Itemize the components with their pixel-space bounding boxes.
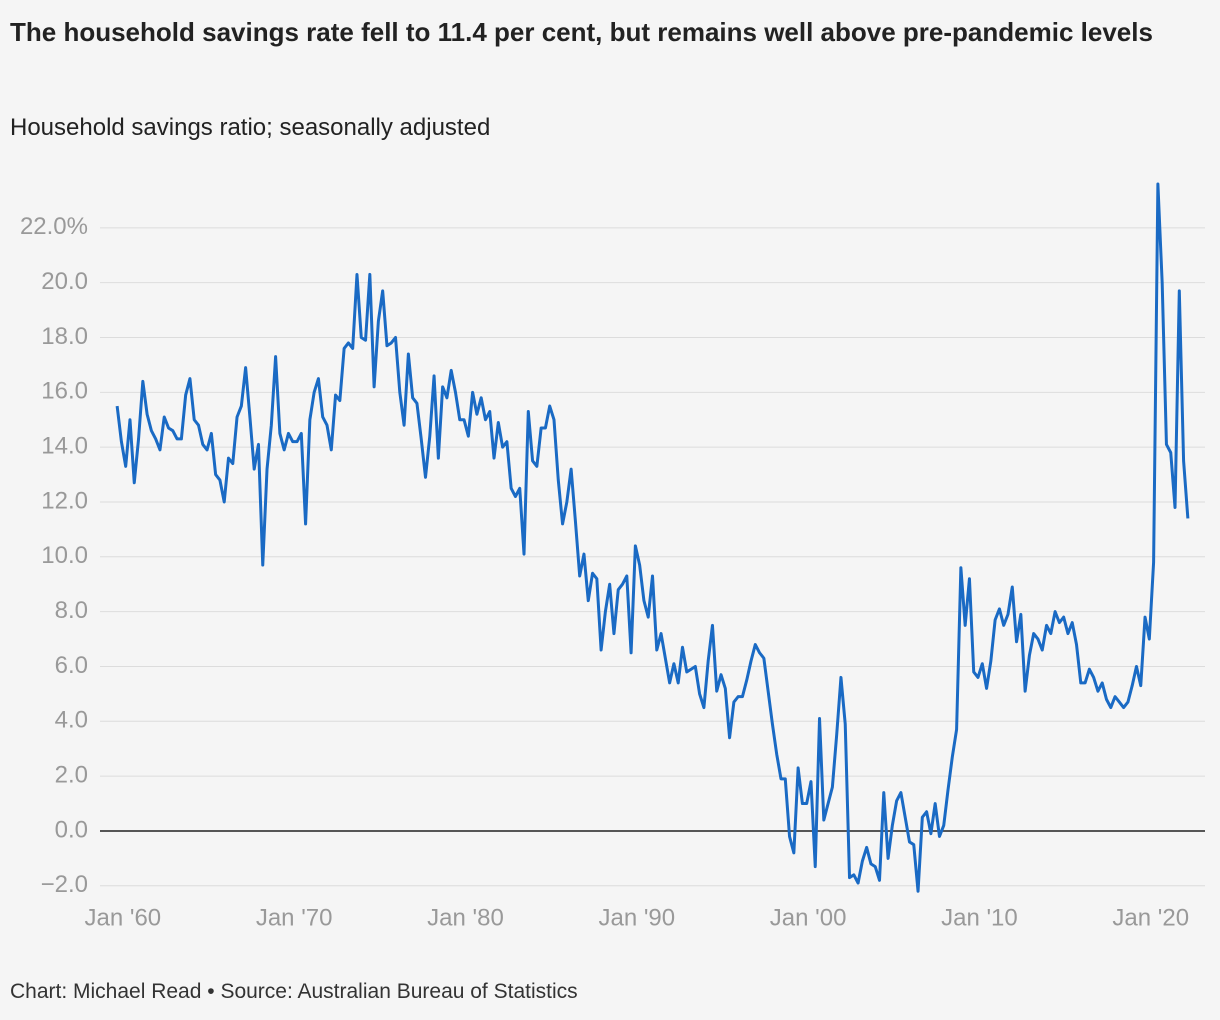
y-tick-label: 18.0 [41, 323, 88, 350]
source-note: Chart: Michael Read • Source: Australian… [10, 980, 578, 1003]
x-tick-label: Jan '60 [85, 904, 162, 931]
x-tick-label: Jan '00 [770, 904, 847, 931]
y-tick-label: 0.0 [55, 816, 88, 843]
y-tick-label: 10.0 [41, 542, 88, 569]
y-tick-label: 16.0 [41, 378, 88, 405]
y-tick-label: 12.0 [41, 487, 88, 514]
y-tick-label: −2.0 [41, 871, 88, 898]
y-tick-label: 22.0% [20, 213, 88, 240]
x-tick-label: Jan '70 [256, 904, 333, 931]
x-tick-label: Jan '90 [598, 904, 675, 931]
y-tick-label: 14.0 [41, 432, 88, 459]
y-tick-label: 20.0 [41, 268, 88, 295]
y-tick-label: 6.0 [55, 652, 88, 679]
chart-subtitle: Household savings ratio; seasonally adju… [10, 114, 491, 141]
data-line [115, 182, 1190, 893]
y-tick-label: 2.0 [55, 761, 88, 788]
y-tick-label: 4.0 [55, 707, 88, 734]
x-tick-label: Jan '20 [1112, 904, 1189, 931]
x-tick-label: Jan '80 [427, 904, 504, 931]
x-tick-label: Jan '10 [941, 904, 1018, 931]
chart: −2.0 0.0 2.0 4.0 6.0 8.0 10.0 12.0 14.0 16.0 18.0 2… [20, 182, 1205, 931]
y-tick-label: 8.0 [55, 597, 88, 624]
chart-title: The household savings rate fell to 11.4 … [10, 17, 1153, 47]
